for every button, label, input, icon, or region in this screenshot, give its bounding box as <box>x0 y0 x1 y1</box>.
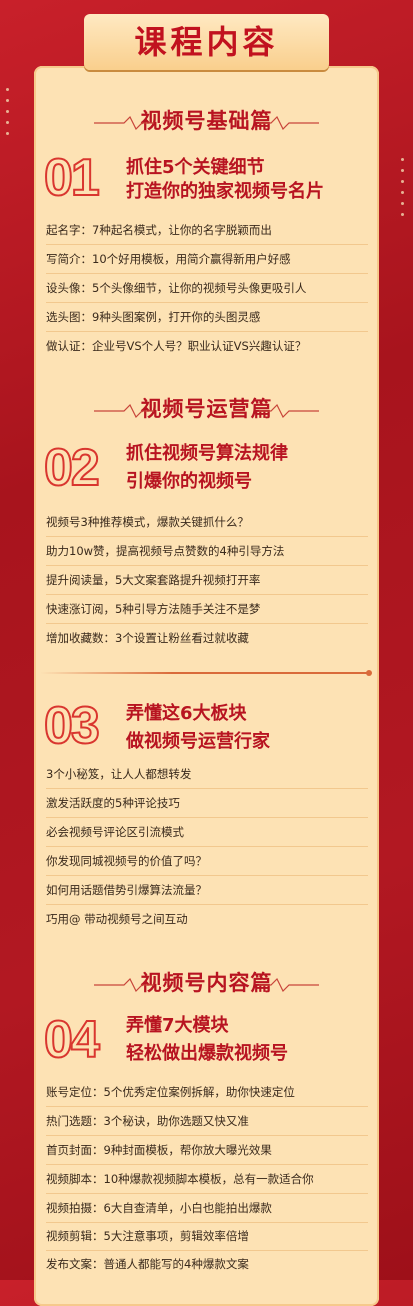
list-item: 3个小秘笈，让人人都想转发 <box>46 760 368 789</box>
list-item: 视频脚本：10种爆款视频脚本模板，总有一款适合你 <box>46 1165 368 1194</box>
list-item: 做认证：企业号VS个人号？职业认证VS兴趣认证？ <box>46 339 307 353</box>
decor-dots-right <box>401 150 407 224</box>
section-subtitle-line1: 弄懂7大模块 <box>126 1015 229 1036</box>
section-number: 02 <box>43 439 101 497</box>
section-title: 视频号运营篇 <box>140 397 273 421</box>
section-title: 视频号内容篇 <box>140 971 273 995</box>
section-title: 视频号基础篇 <box>140 109 273 133</box>
section-number: 04 <box>43 1011 101 1069</box>
wave-icon <box>94 404 154 418</box>
section-number: 03 <box>43 697 101 755</box>
wave-icon <box>259 116 319 130</box>
list-item: 快速涨订阅，5种引导方法随手关注不是梦 <box>46 595 368 624</box>
wave-icon <box>259 404 319 418</box>
list-item: 助力10w赞，提高视频号点赞数的4种引导方法 <box>46 537 368 566</box>
content-card <box>34 66 379 1306</box>
section-header-basics: 视频号基础篇 <box>34 104 379 138</box>
wave-icon <box>94 978 154 992</box>
list-item: 写简介：10个好用模板，用简介赢得新用户好感 <box>46 245 368 274</box>
section-subtitle-line1: 抓住视频号算法规律 <box>126 443 288 464</box>
wave-icon <box>259 978 319 992</box>
list-item: 如何用话题借势引爆算法流量？ <box>46 876 368 905</box>
decor-dots-left <box>6 80 12 143</box>
section-subtitle-line2: 做视频号运营行家 <box>126 731 270 752</box>
section-number: 01 <box>43 149 101 207</box>
section-header-operations: 视频号运营篇 <box>34 392 379 426</box>
list-item: 起名字：7种起名模式，让你的名字脱颖而出 <box>46 216 368 245</box>
list-item: 视频剪辑：5大注意事项，剪辑效率倍增 <box>46 1222 368 1251</box>
title-banner: 课程内容 <box>84 14 329 70</box>
list-item: 热门选题：3个秘诀，助你选题又快又准 <box>46 1107 368 1136</box>
list-item: 必会视频号评论区引流模式 <box>46 818 368 847</box>
list-item: 提升阅读量，5大文案套路提升视频打开率 <box>46 566 368 595</box>
section-subtitle-line2: 轻松做出爆款视频号 <box>126 1043 288 1064</box>
section-header-content: 视频号内容篇 <box>34 966 379 1000</box>
divider <box>40 670 372 676</box>
list-item: 选头图：9种头图案例，打开你的头图灵感 <box>46 303 368 332</box>
list-item: 巧用@ 带动视频号之间互动 <box>46 912 188 926</box>
list-item: 设头像：5个头像细节，让你的视频号头像更吸引人 <box>46 274 368 303</box>
list-item: 视频拍摄：6大自查清单，小白也能拍出爆款 <box>46 1194 368 1223</box>
section-subtitle-line2: 打造你的独家视频号名片 <box>126 181 324 202</box>
list-item: 你发现同城视频号的价值了吗？ <box>46 847 368 876</box>
section-subtitle-line2: 引爆你的视频号 <box>126 471 252 492</box>
page-title: 课程内容 <box>134 23 279 61</box>
list-item: 发布文案：普通人都能写的4种爆款文案 <box>46 1257 249 1271</box>
list-item: 增加收藏数：3个设置让粉丝看过就收藏 <box>46 631 249 645</box>
list-item: 账号定位：5个优秀定位案例拆解，助你快速定位 <box>46 1078 368 1107</box>
wave-icon <box>94 116 154 130</box>
section-subtitle-line1: 抓住5个关键细节 <box>126 157 265 178</box>
list-item: 首页封面：9种封面模板，帮你放大曝光效果 <box>46 1136 368 1165</box>
list-item: 视频号3种推荐模式，爆款关键抓什么？ <box>46 508 368 537</box>
section-subtitle-line1: 弄懂这6大板块 <box>126 703 247 724</box>
list-item: 激发活跃度的5种评论技巧 <box>46 789 368 818</box>
